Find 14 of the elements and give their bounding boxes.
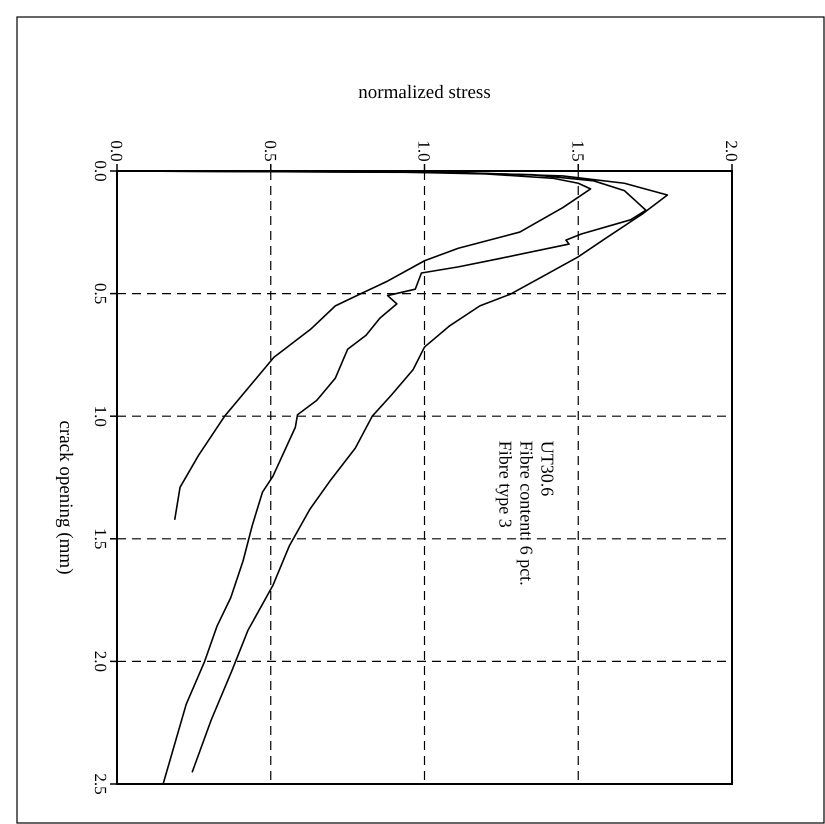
annotation: UT30.6 Fibre content: 6 pct. Fibre type 3 — [495, 440, 558, 586]
y-tick-label: 2.5 — [91, 773, 110, 795]
x-tick-label: 1.5 — [568, 140, 588, 162]
y-axis-title: crack opening (mm) — [55, 420, 76, 575]
x-tick-label: 0.5 — [260, 140, 280, 162]
x-tick-label: 1.0 — [414, 140, 434, 162]
x-tick-label: 0.0 — [107, 140, 126, 162]
x-tick-label: 2.0 — [722, 140, 741, 162]
y-tick-label: 1.0 — [91, 406, 110, 427]
y-tick-label: 1.5 — [91, 528, 110, 550]
x-axis-title: normalized stress — [358, 82, 491, 103]
y-tick-label: 0.5 — [91, 282, 110, 304]
y-tick-label: 0.0 — [91, 160, 110, 182]
y-tick-label: 2.0 — [91, 650, 110, 672]
